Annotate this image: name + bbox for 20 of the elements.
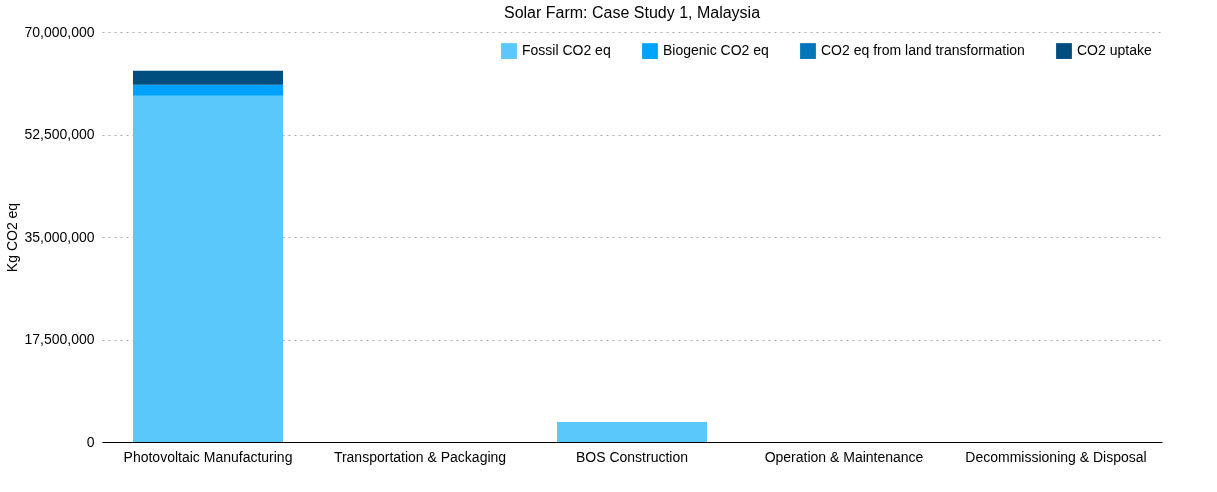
y-tick-label: 52,500,000 (24, 126, 95, 142)
bar (133, 84, 283, 96)
x-tick-label: Decommissioning & Disposal (965, 448, 1147, 465)
y-tick-label: 0 (86, 433, 95, 450)
x-tick-label: Transportation & Packaging (333, 448, 507, 465)
legend-label: Biogenic CO2 eq (663, 42, 769, 59)
bar (133, 95, 283, 442)
y-tick-label: 70,000,000 (24, 23, 95, 40)
bar (557, 422, 707, 442)
x-tick-label: BOS Construction (575, 448, 689, 465)
legend-label: CO2 eq from land transformation (821, 42, 1025, 59)
bar (133, 70, 283, 85)
y-axis-title: Kg CO2 eq (4, 202, 21, 273)
legend-label: CO2 uptake (1077, 42, 1152, 59)
x-tick-label: Photovoltaic Manufacturing (123, 448, 293, 465)
y-tick-label: 35,000,000 (24, 228, 95, 245)
x-tick-label: Operation & Maintenance (764, 448, 924, 465)
chart-title: Solar Farm: Case Study 1, Malaysia (503, 4, 761, 21)
y-tick-label: 17,500,000 (24, 331, 95, 347)
legend-label: Fossil CO2 eq (522, 42, 611, 59)
